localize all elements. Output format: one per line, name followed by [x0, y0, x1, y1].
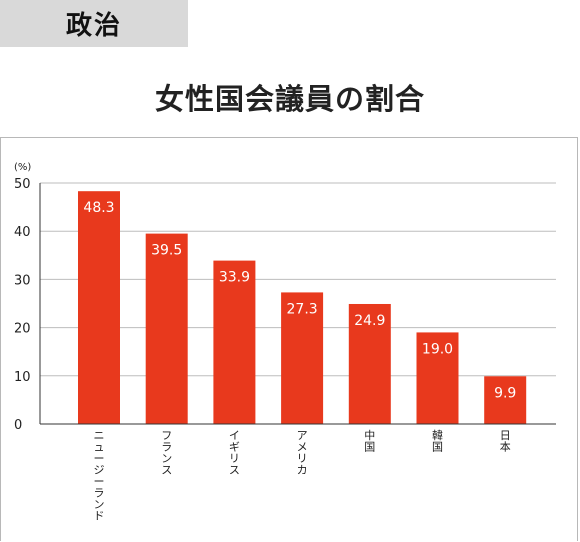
- bar: [484, 376, 527, 424]
- y-tick-label: 30: [14, 273, 31, 288]
- x-category-label: 中国: [364, 429, 375, 454]
- bar-value-label: 39.5: [151, 243, 182, 259]
- labels: 0 10 20 30 40 50 (%) 48.3 ニュージーランド 39.5 フランス 33.9 イギ…: [14, 162, 516, 523]
- bar-value-label: 19.0: [422, 341, 453, 357]
- bar: [78, 191, 120, 424]
- chart-frame: [0, 137, 578, 541]
- x-category-label: 日本: [500, 429, 511, 454]
- x-category-label: イギリス: [229, 429, 240, 477]
- x-category-label: 韓国: [432, 429, 443, 454]
- bar-value-label: 24.9: [354, 313, 385, 329]
- y-tick-label: 50: [14, 177, 31, 192]
- bar-value-label: 33.9: [219, 270, 250, 286]
- chart-title: 女性国会議員の割合: [154, 82, 425, 116]
- x-category-label: アメリカ: [297, 429, 308, 477]
- bar-value-label: 27.3: [287, 301, 318, 317]
- bar: [145, 233, 188, 424]
- bars: [78, 191, 527, 424]
- bar: [416, 332, 459, 424]
- y-tick-label: 20: [14, 322, 31, 337]
- y-tick-label: 10: [14, 370, 31, 385]
- y-tick-label: 40: [14, 225, 31, 240]
- y-tick-label: 0: [14, 418, 22, 433]
- section-tag: 政治: [0, 0, 188, 47]
- bar-value-label: 48.3: [83, 200, 114, 216]
- axes: [39, 183, 556, 425]
- grid-lines: [40, 182, 556, 377]
- y-axis-unit: (%): [14, 162, 31, 173]
- bar: [348, 303, 391, 424]
- bar: [213, 260, 256, 424]
- bar: [281, 292, 324, 424]
- x-category-label: フランス: [161, 429, 172, 477]
- x-category-label: ニュージーランド: [94, 429, 105, 523]
- bar-value-label: 9.9: [494, 385, 516, 401]
